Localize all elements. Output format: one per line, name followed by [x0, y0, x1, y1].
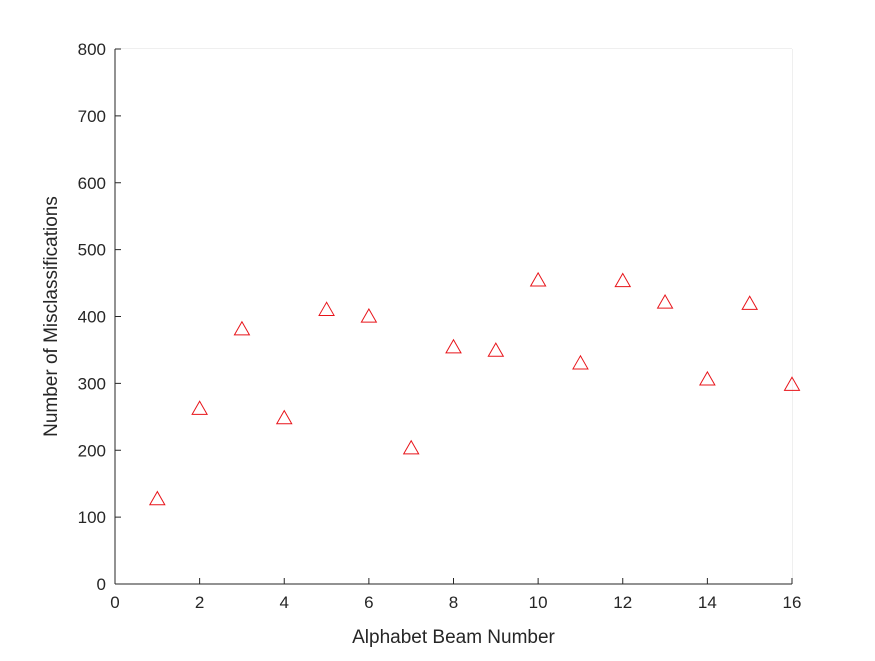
- data-point: [487, 342, 505, 357]
- x-axis-title: Alphabet Beam Number: [352, 627, 555, 648]
- y-tick-label: 700: [78, 107, 106, 126]
- axes: [114, 49, 792, 585]
- y-tick-label: 400: [78, 308, 106, 327]
- data-point: [275, 409, 293, 425]
- data-point: [402, 439, 420, 455]
- data-points: [148, 271, 801, 506]
- data-point: [783, 376, 801, 391]
- x-tick-label: 14: [698, 593, 717, 612]
- data-point: [572, 354, 589, 370]
- y-tick-label: 600: [78, 174, 106, 193]
- data-point: [233, 320, 251, 336]
- plot-area: [115, 49, 792, 584]
- y-tick-label: 100: [78, 508, 106, 527]
- data-point: [445, 338, 462, 354]
- y-tick-label: 300: [78, 374, 106, 393]
- x-tick-label: 4: [280, 593, 289, 612]
- data-point: [614, 272, 632, 288]
- x-tick-label: 10: [529, 593, 548, 612]
- data-point: [191, 400, 208, 415]
- y-tick-label: 200: [78, 441, 106, 460]
- x-tick-label: 2: [195, 593, 204, 612]
- x-tick-label: 12: [613, 593, 632, 612]
- data-point: [699, 370, 716, 386]
- x-tick-label: 8: [449, 593, 458, 612]
- x-tick-label: 16: [783, 593, 802, 612]
- y-tick-label: 500: [78, 241, 106, 260]
- data-point: [529, 271, 547, 287]
- y-axis-title: Number of Misclassifications: [41, 196, 62, 437]
- data-point: [148, 490, 166, 506]
- y-tick-label: 800: [78, 40, 106, 59]
- ticks: 0 2 4 6 8 10 12 14 16 0 100 200 300 400 500 600 700 800: [78, 40, 802, 612]
- x-tick-label: 0: [110, 593, 119, 612]
- data-point: [360, 307, 378, 323]
- x-tick-label: 6: [364, 593, 373, 612]
- data-point: [656, 293, 674, 309]
- data-point: [318, 301, 335, 316]
- data-point: [741, 295, 759, 310]
- y-tick-label: 0: [97, 575, 106, 594]
